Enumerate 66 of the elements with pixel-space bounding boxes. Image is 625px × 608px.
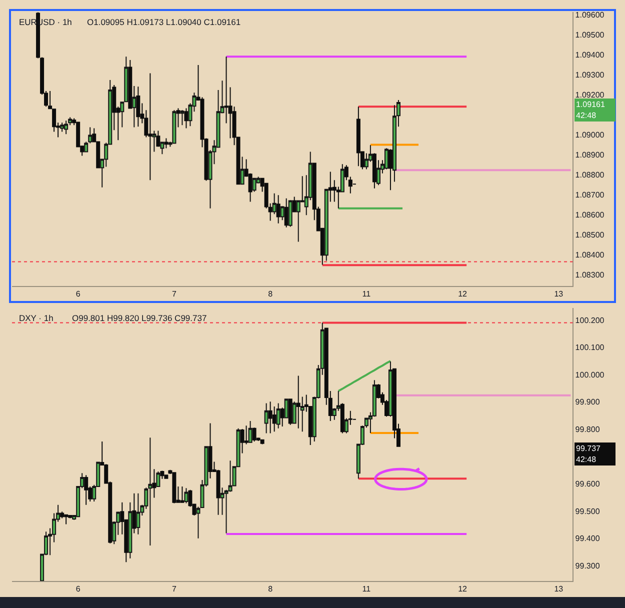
x-tick-label: 12: [458, 290, 468, 299]
y-tick-label: 100.200: [575, 316, 605, 325]
candlestick: [268, 401, 272, 434]
y-tick-label: 99.400: [575, 534, 600, 544]
y-tick-label: 99.300: [575, 562, 600, 571]
text: O99.801 H99.820 L99.736 C99.737: [72, 313, 207, 323]
y-tick-label: 1.08300: [575, 270, 605, 280]
y-tick-label: 1.09500: [575, 30, 605, 40]
candlestick: [260, 439, 264, 445]
candlestick: [276, 194, 280, 224]
candlestick: [64, 514, 68, 525]
candlestick: [172, 472, 176, 504]
y-tick-label: 1.09000: [575, 130, 605, 140]
candlestick: [172, 110, 176, 144]
candlestick: [184, 488, 188, 504]
candlestick: [64, 120, 68, 135]
y-tick-label: 1.09300: [575, 70, 605, 80]
text: DXY · 1h: [19, 313, 54, 323]
x-tick-label: 6: [76, 290, 81, 299]
candlestick: [264, 402, 268, 434]
y-tick-label: 1.09600: [575, 10, 605, 20]
x-tick-label: 13: [554, 290, 564, 299]
y-tick-label: 1.08700: [575, 190, 605, 200]
x-tick-label: 7: [172, 584, 177, 594]
text: 42:48: [576, 111, 597, 120]
y-tick-label: 99.500: [575, 506, 600, 516]
text: O1.09095 H1.09173 L1.09040 C1.09161: [87, 17, 241, 27]
x-tick-label: 7: [172, 290, 177, 299]
candlestick: [288, 398, 292, 426]
text: 99.737: [576, 444, 602, 453]
x-tick-label: 12: [458, 584, 468, 594]
candlestick: [164, 474, 168, 480]
candlestick: [148, 437, 152, 546]
candlestick: [148, 72, 152, 181]
x-tick-label: 8: [268, 584, 274, 594]
y-tick-label: 99.600: [575, 480, 600, 489]
y-tick-label: 1.09400: [575, 50, 605, 60]
y-tick-label: 1.08500: [575, 230, 605, 240]
candlestick: [184, 108, 188, 129]
y-tick-label: 99.800: [575, 425, 600, 434]
y-tick-label: 1.08400: [575, 250, 605, 260]
x-tick-label: 8: [268, 290, 274, 299]
candlestick: [180, 486, 184, 504]
candlestick: [180, 110, 184, 126]
candlestick: [296, 375, 300, 429]
x-tick-label: 6: [76, 584, 81, 594]
candlestick: [284, 198, 288, 228]
y-tick-label: 100.100: [575, 343, 605, 352]
y-tick-label: 1.08800: [575, 170, 605, 180]
text: 42:48: [576, 455, 597, 464]
candlestick: [288, 200, 292, 228]
y-tick-label: 1.08600: [575, 210, 605, 220]
candlestick: [276, 402, 280, 429]
x-tick-label: 11: [362, 584, 372, 594]
y-tick-label: 1.08900: [575, 150, 605, 160]
candlestick: [136, 492, 140, 535]
y-tick-label: 1.09200: [575, 90, 605, 100]
x-tick-label: 13: [554, 584, 564, 594]
candlestick: [356, 106, 360, 167]
candlestick: [136, 86, 140, 128]
x-tick-label: 11: [362, 290, 372, 299]
y-tick-label: 100.000: [575, 370, 605, 380]
candlestick: [84, 474, 88, 506]
text: 1.09161: [576, 100, 606, 109]
candlestick: [248, 420, 252, 443]
y-tick-label: 99.900: [575, 398, 600, 407]
